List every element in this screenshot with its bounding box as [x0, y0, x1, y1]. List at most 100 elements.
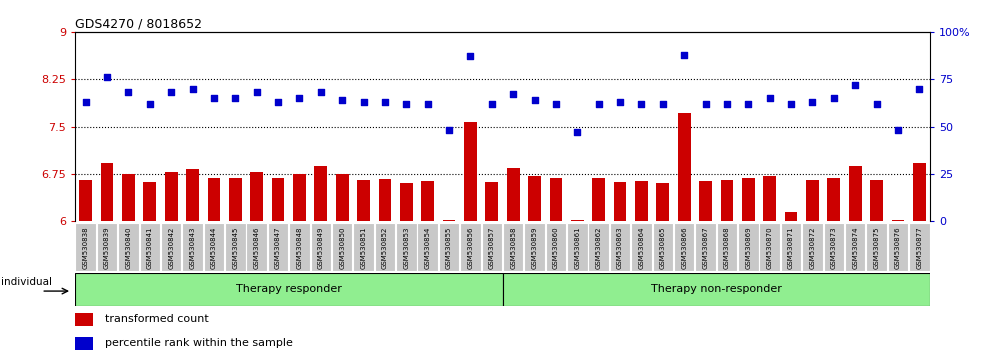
- FancyBboxPatch shape: [674, 223, 694, 271]
- Point: [676, 52, 692, 57]
- FancyBboxPatch shape: [268, 223, 288, 271]
- Text: GSM530855: GSM530855: [446, 227, 452, 269]
- Point: [869, 101, 885, 107]
- Point: [698, 101, 714, 107]
- FancyBboxPatch shape: [802, 223, 823, 271]
- FancyBboxPatch shape: [909, 223, 930, 271]
- FancyBboxPatch shape: [824, 223, 844, 271]
- Text: percentile rank within the sample: percentile rank within the sample: [105, 338, 293, 348]
- Point: [291, 95, 307, 101]
- FancyBboxPatch shape: [225, 223, 246, 271]
- Point: [527, 97, 543, 103]
- FancyBboxPatch shape: [717, 223, 737, 271]
- Bar: [464, 121, 477, 221]
- Text: Therapy non-responder: Therapy non-responder: [651, 284, 782, 295]
- FancyBboxPatch shape: [311, 223, 331, 271]
- Point: [612, 99, 628, 105]
- Text: Therapy responder: Therapy responder: [236, 284, 342, 295]
- Point: [313, 90, 329, 95]
- Bar: [165, 172, 178, 221]
- Point: [591, 101, 607, 107]
- FancyBboxPatch shape: [524, 223, 545, 271]
- FancyBboxPatch shape: [75, 223, 96, 271]
- Text: individual: individual: [2, 277, 52, 287]
- FancyBboxPatch shape: [204, 223, 224, 271]
- Bar: [806, 180, 819, 221]
- Bar: [208, 178, 220, 221]
- Point: [783, 101, 799, 107]
- Bar: [721, 180, 733, 221]
- FancyBboxPatch shape: [503, 273, 930, 306]
- Text: GSM530844: GSM530844: [211, 227, 217, 269]
- Text: GSM530859: GSM530859: [532, 227, 538, 269]
- Bar: [550, 178, 562, 221]
- Text: GSM530846: GSM530846: [254, 227, 260, 269]
- FancyBboxPatch shape: [353, 223, 374, 271]
- FancyBboxPatch shape: [460, 223, 481, 271]
- Bar: [485, 182, 498, 221]
- Text: GSM530865: GSM530865: [660, 227, 666, 269]
- Point: [890, 127, 906, 133]
- Text: GSM530857: GSM530857: [489, 227, 495, 269]
- Text: transformed count: transformed count: [105, 314, 209, 325]
- Bar: [635, 182, 648, 221]
- Point: [377, 99, 393, 105]
- Text: GSM530842: GSM530842: [168, 227, 174, 269]
- Point: [719, 101, 735, 107]
- Point: [78, 99, 94, 105]
- Point: [356, 99, 372, 105]
- Point: [227, 95, 243, 101]
- FancyBboxPatch shape: [503, 223, 523, 271]
- Point: [441, 127, 457, 133]
- FancyBboxPatch shape: [182, 223, 203, 271]
- Text: GSM530858: GSM530858: [510, 227, 516, 269]
- Text: GSM530871: GSM530871: [788, 227, 794, 269]
- Point: [762, 95, 778, 101]
- Text: GSM530877: GSM530877: [916, 227, 922, 269]
- Text: GSM530840: GSM530840: [125, 227, 131, 269]
- Text: GSM530860: GSM530860: [553, 227, 559, 269]
- Point: [740, 101, 756, 107]
- Bar: [528, 176, 541, 221]
- Bar: [400, 183, 413, 221]
- Bar: [122, 174, 135, 221]
- Text: GSM530876: GSM530876: [895, 227, 901, 269]
- Text: GDS4270 / 8018652: GDS4270 / 8018652: [75, 18, 202, 31]
- Bar: [507, 167, 520, 221]
- Point: [420, 101, 436, 107]
- FancyBboxPatch shape: [738, 223, 759, 271]
- Text: GSM530863: GSM530863: [617, 227, 623, 269]
- Point: [120, 90, 136, 95]
- FancyBboxPatch shape: [396, 223, 417, 271]
- Point: [548, 101, 564, 107]
- FancyBboxPatch shape: [866, 223, 887, 271]
- FancyBboxPatch shape: [332, 223, 352, 271]
- Point: [206, 95, 222, 101]
- Point: [911, 86, 927, 92]
- Text: GSM530856: GSM530856: [467, 227, 473, 269]
- Text: GSM530854: GSM530854: [425, 227, 431, 269]
- Bar: [592, 178, 605, 221]
- FancyBboxPatch shape: [695, 223, 716, 271]
- Bar: [79, 180, 92, 221]
- FancyBboxPatch shape: [417, 223, 438, 271]
- Bar: [827, 178, 840, 221]
- Text: GSM530861: GSM530861: [574, 227, 580, 269]
- Text: GSM530872: GSM530872: [809, 227, 815, 269]
- Bar: [101, 163, 113, 221]
- Text: GSM530850: GSM530850: [339, 227, 345, 269]
- Text: GSM530864: GSM530864: [638, 227, 644, 269]
- Text: GSM530847: GSM530847: [275, 227, 281, 269]
- Text: GSM530867: GSM530867: [703, 227, 709, 269]
- Bar: [75, 313, 93, 326]
- Point: [847, 82, 863, 88]
- FancyBboxPatch shape: [653, 223, 673, 271]
- FancyBboxPatch shape: [482, 223, 502, 271]
- FancyBboxPatch shape: [781, 223, 801, 271]
- Point: [505, 92, 521, 97]
- Bar: [336, 174, 349, 221]
- FancyBboxPatch shape: [140, 223, 160, 271]
- FancyBboxPatch shape: [567, 223, 588, 271]
- Point: [804, 99, 820, 105]
- Bar: [742, 178, 755, 221]
